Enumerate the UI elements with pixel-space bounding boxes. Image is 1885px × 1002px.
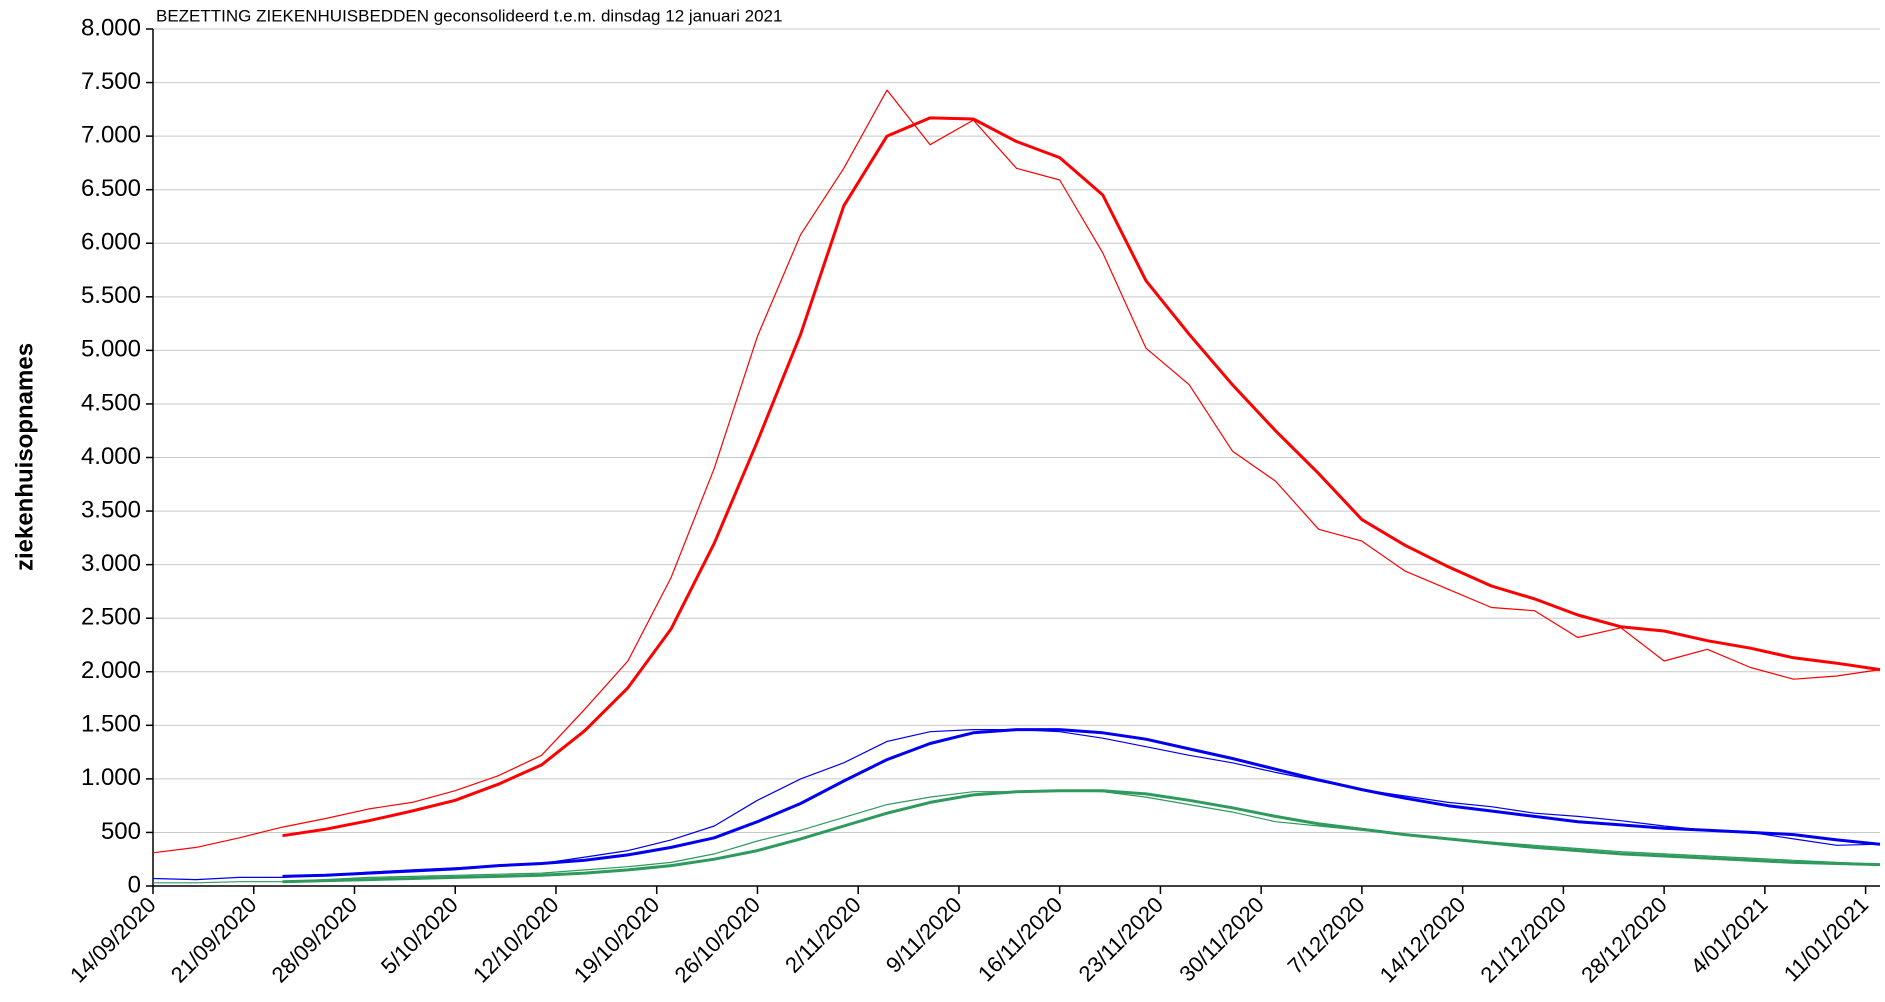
y-tick-label: 1.500 — [81, 711, 141, 738]
y-tick-label: 2.000 — [81, 657, 141, 684]
x-tick-label: 21/09/2020 — [166, 892, 262, 988]
y-tick-label: 7.500 — [81, 68, 141, 95]
x-tick-label: 11/01/2021 — [1779, 892, 1873, 986]
y-tick-label: 6.000 — [81, 229, 141, 256]
y-tick-label: 7.000 — [81, 121, 141, 148]
y-tick-label: 8.000 — [81, 14, 141, 41]
x-tick-label: 28/12/2020 — [1576, 892, 1672, 988]
x-tick-label: 21/12/2020 — [1475, 892, 1571, 988]
y-tick-label: 1.000 — [81, 764, 141, 791]
x-tick-label: 7/12/2020 — [1283, 892, 1370, 979]
x-tick-label: 12/10/2020 — [468, 892, 564, 988]
y-tick-label: 3.500 — [81, 496, 141, 523]
series-line — [153, 790, 1881, 884]
y-tick-label: 0 — [128, 871, 141, 898]
series-line — [282, 728, 1881, 878]
y-tick-label: 4.000 — [81, 443, 141, 470]
x-tick-label: 14/12/2020 — [1375, 892, 1471, 988]
y-tick-label: 5.500 — [81, 282, 141, 309]
y-tick-label: 4.500 — [81, 389, 141, 416]
y-tick-label: 3.000 — [81, 550, 141, 577]
chart-title: BEZETTING ZIEKENHUISBEDDEN geconsolideer… — [156, 6, 782, 25]
x-tick-label: 14/09/2020 — [65, 892, 161, 988]
x-tick-label: 16/11/2020 — [973, 892, 1067, 986]
x-tick-label: 30/11/2020 — [1174, 892, 1268, 986]
x-tick-label: 2/11/2020 — [780, 892, 866, 978]
series-line — [282, 116, 1881, 838]
series-line — [282, 789, 1881, 884]
x-tick-label: 4/01/2021 — [1686, 892, 1773, 979]
x-tick-label: 23/11/2020 — [1074, 892, 1168, 986]
x-tick-label: 9/11/2020 — [881, 892, 967, 978]
y-tick-label: 500 — [101, 818, 141, 845]
x-tick-label: 5/10/2020 — [376, 892, 463, 979]
series-line — [152, 729, 1881, 881]
y-tick-label: 5.000 — [81, 336, 141, 363]
x-tick-label: 26/10/2020 — [670, 892, 766, 988]
y-tick-label: 6.500 — [81, 175, 141, 202]
y-tick-label: 2.500 — [81, 604, 141, 631]
x-tick-label: 28/09/2020 — [267, 892, 363, 988]
series-line — [152, 89, 1881, 854]
y-axis-title: ziekenhuisopnames — [11, 343, 38, 571]
x-tick-label: 19/10/2020 — [569, 892, 665, 988]
